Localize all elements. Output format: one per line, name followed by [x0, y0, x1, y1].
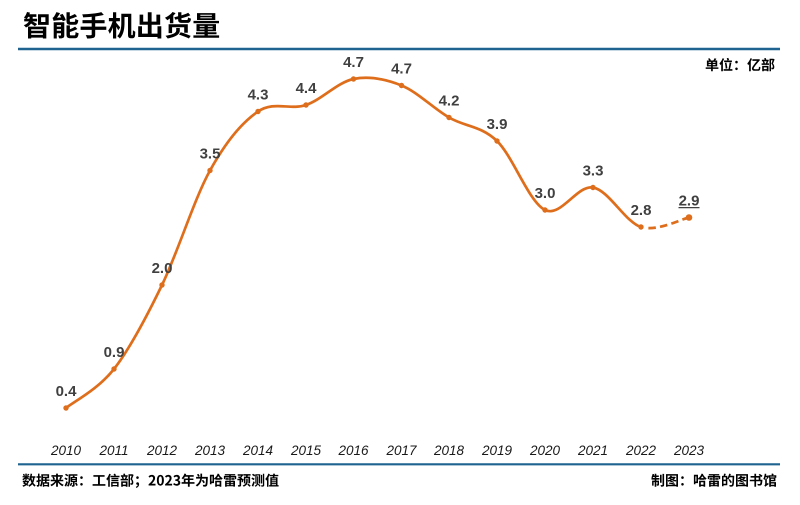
- svg-text:2022: 2022: [625, 443, 657, 458]
- svg-text:4.2: 4.2: [439, 92, 460, 109]
- svg-text:2020: 2020: [529, 443, 561, 458]
- svg-text:2.8: 2.8: [631, 202, 652, 219]
- svg-text:2018: 2018: [433, 443, 465, 458]
- svg-text:2011: 2011: [98, 443, 128, 458]
- svg-text:2014: 2014: [242, 443, 273, 458]
- svg-text:3.3: 3.3: [583, 162, 604, 179]
- svg-text:2012: 2012: [146, 443, 178, 458]
- svg-text:2010: 2010: [50, 443, 82, 458]
- svg-text:4.4: 4.4: [296, 80, 318, 97]
- svg-text:2.9: 2.9: [679, 192, 700, 209]
- svg-text:2013: 2013: [194, 443, 226, 458]
- svg-text:4.7: 4.7: [391, 60, 412, 77]
- svg-text:2015: 2015: [290, 443, 322, 458]
- svg-text:2023: 2023: [673, 443, 705, 458]
- svg-text:3.5: 3.5: [200, 145, 221, 162]
- svg-text:4.3: 4.3: [248, 86, 269, 103]
- svg-text:2017: 2017: [385, 443, 417, 458]
- svg-text:2016: 2016: [337, 443, 369, 458]
- svg-text:3.9: 3.9: [487, 116, 508, 133]
- svg-text:2019: 2019: [481, 443, 513, 458]
- svg-text:0.4: 0.4: [56, 383, 78, 400]
- svg-text:3.0: 3.0: [535, 185, 556, 202]
- svg-text:0.9: 0.9: [104, 344, 125, 361]
- svg-text:4.7: 4.7: [343, 54, 364, 71]
- svg-text:2.0: 2.0: [152, 260, 173, 277]
- svg-text:2021: 2021: [577, 443, 608, 458]
